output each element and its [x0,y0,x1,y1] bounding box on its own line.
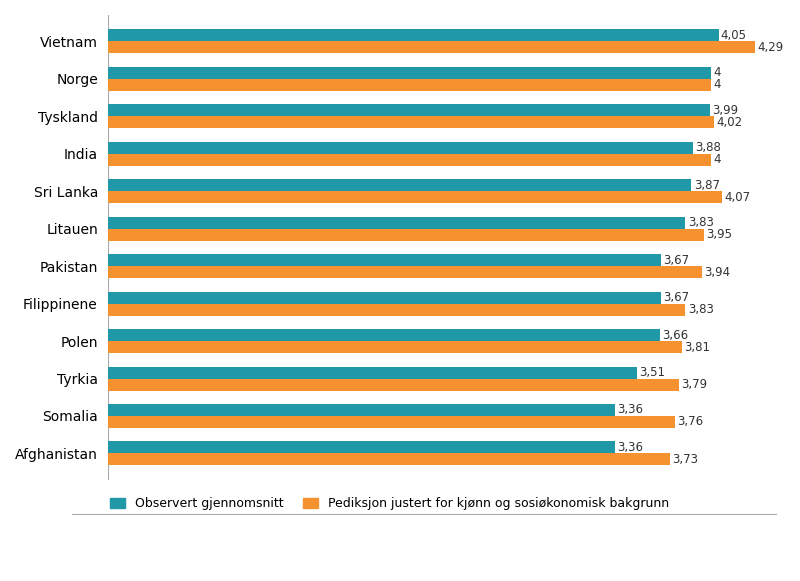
Bar [107,404,614,416]
Text: 3,66: 3,66 [662,328,688,342]
Bar [107,292,662,303]
Text: 3,81: 3,81 [685,340,710,353]
Text: 4,02: 4,02 [716,116,742,128]
Text: 3,83: 3,83 [688,303,714,316]
Bar [107,266,702,278]
Text: 3,67: 3,67 [663,291,690,304]
Text: 3,73: 3,73 [673,453,698,466]
Bar [107,367,637,378]
Text: 3,87: 3,87 [694,178,720,192]
Bar [107,329,660,341]
Text: 3,88: 3,88 [695,141,721,154]
Text: 4,05: 4,05 [721,28,747,42]
Bar [107,78,711,91]
Text: 4: 4 [714,153,721,166]
Text: 3,94: 3,94 [704,266,730,278]
Bar [107,41,755,53]
Bar [107,228,703,241]
Text: 4,07: 4,07 [724,191,750,203]
Text: 3,79: 3,79 [682,378,708,391]
Text: 4: 4 [714,66,721,79]
Bar [107,442,614,453]
Bar [107,341,682,353]
Bar [107,378,679,390]
Bar [107,153,711,166]
Text: 3,95: 3,95 [706,228,732,241]
Bar [107,116,714,128]
Text: 3,67: 3,67 [663,253,690,267]
Text: 3,51: 3,51 [639,366,666,379]
Legend: Observert gjennomsnitt, Pediksjon justert for kjønn og sosiøkonomisk bakgrunn: Observert gjennomsnitt, Pediksjon juster… [106,492,674,515]
Text: 4,29: 4,29 [757,41,783,53]
Bar [107,104,710,116]
Bar [107,191,722,203]
Bar [107,179,691,191]
Text: 3,83: 3,83 [688,216,714,229]
Bar [107,416,675,428]
Text: 3,99: 3,99 [712,103,738,117]
Bar [107,453,670,465]
Text: 3,76: 3,76 [677,415,703,428]
Bar [107,142,693,153]
Text: 3,36: 3,36 [617,403,642,417]
Text: 3,36: 3,36 [617,441,642,454]
Bar [107,254,662,266]
Bar [107,29,718,41]
Text: 4: 4 [714,78,721,91]
Bar [107,67,711,78]
Bar [107,217,686,228]
Bar [107,303,686,315]
